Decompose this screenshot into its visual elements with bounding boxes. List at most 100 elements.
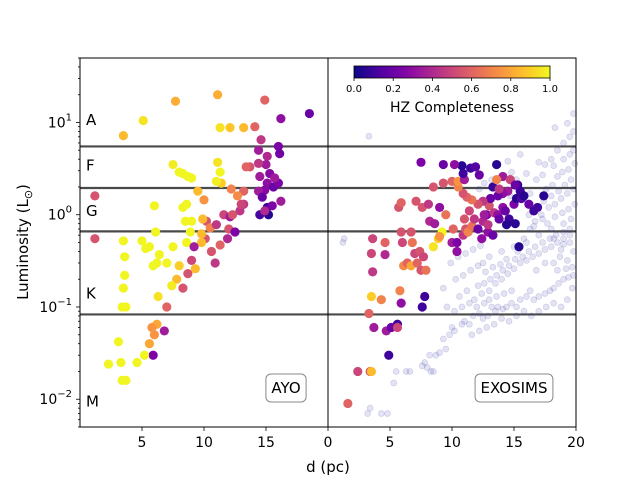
background-star-point [547, 225, 555, 233]
star-point [121, 302, 131, 312]
background-star-point [533, 176, 540, 183]
star-point [250, 122, 260, 132]
star-point [213, 157, 223, 167]
background-star-point [523, 257, 530, 264]
background-star-point [448, 324, 456, 331]
background-star-point [570, 272, 577, 279]
background-star-point [473, 303, 481, 311]
star-point [459, 214, 469, 224]
background-star-point [539, 215, 546, 223]
star-point [120, 252, 130, 262]
y-tick-label: 10−1 [39, 297, 72, 316]
star-point [182, 237, 192, 248]
background-star-point [564, 119, 571, 127]
y-tick-label: 100 [48, 205, 72, 224]
background-star-point [571, 200, 579, 208]
star-point [270, 173, 280, 183]
background-star-point [485, 296, 493, 303]
background-star-point [459, 272, 467, 279]
background-star-point [547, 192, 555, 200]
star-point [137, 236, 147, 246]
star-point [396, 227, 406, 237]
background-star-point [479, 315, 487, 322]
star-point [257, 192, 267, 202]
background-star-point [551, 124, 559, 131]
background-star-point [510, 265, 518, 272]
star-point [90, 234, 100, 244]
background-star-point [498, 315, 505, 322]
star-point [178, 202, 188, 213]
background-star-point [550, 284, 557, 292]
background-star-point [392, 368, 400, 375]
background-star-point [378, 410, 385, 417]
background-star-point [432, 351, 440, 359]
background-star-point [535, 231, 543, 239]
background-star-point [366, 404, 374, 412]
x-tick-label: 15 [257, 435, 275, 451]
background-star-point [556, 253, 564, 261]
background-star-point [443, 303, 451, 311]
star-point [483, 220, 493, 230]
star-point [211, 176, 221, 186]
background-star-point [541, 290, 549, 297]
spectral-class-label-m: M [86, 392, 99, 410]
background-star-point [488, 303, 495, 311]
background-star-point [497, 261, 504, 268]
star-point [275, 148, 285, 159]
star-point [501, 220, 512, 230]
background-star-point [526, 225, 534, 233]
background-star-point [467, 266, 474, 274]
star-point [441, 210, 451, 220]
background-star-point [565, 166, 572, 173]
star-point [412, 258, 422, 268]
star-point [222, 234, 233, 244]
y-axis-label-sun-symbol: ⊙ [22, 190, 35, 199]
background-star-point [513, 312, 520, 320]
star-point [199, 195, 209, 205]
background-star-point [571, 160, 579, 167]
background-star-point [384, 410, 391, 417]
star-point [167, 281, 177, 291]
background-star-point [539, 239, 546, 246]
background-star-point [474, 282, 482, 290]
background-star-point [478, 290, 486, 297]
background-star-point [466, 299, 473, 307]
background-star-point [523, 170, 530, 177]
background-star-point [503, 255, 510, 263]
background-star-point [458, 320, 466, 328]
background-star-point [559, 209, 566, 217]
star-point [420, 291, 430, 302]
star-point [368, 234, 378, 244]
star-point [500, 206, 510, 216]
star-point [267, 201, 277, 211]
star-point [477, 234, 487, 244]
star-point [464, 206, 474, 216]
star-point [492, 159, 502, 170]
star-point [469, 214, 479, 224]
background-star-point [567, 215, 575, 223]
star-point [215, 240, 225, 250]
background-star-point [421, 359, 429, 366]
star-point [253, 158, 264, 169]
background-star-point [542, 303, 550, 311]
background-star-point [530, 222, 538, 230]
colorbar-tick-label: 0.8 [503, 84, 519, 95]
background-star-point [554, 173, 561, 180]
star-point [449, 159, 460, 170]
background-star-point [447, 259, 455, 267]
background-star-point [546, 235, 554, 242]
star-point [492, 175, 502, 185]
background-star-point [562, 265, 570, 272]
background-star-point [545, 204, 553, 211]
star-point [260, 95, 270, 105]
background-star-point [471, 296, 478, 303]
star-point [138, 115, 148, 126]
star-point [206, 246, 217, 257]
background-star-point [468, 331, 476, 339]
star-point [428, 182, 438, 192]
background-star-point [508, 168, 515, 176]
star-point [366, 291, 376, 302]
background-star-point [436, 349, 443, 356]
background-star-point [427, 368, 435, 375]
